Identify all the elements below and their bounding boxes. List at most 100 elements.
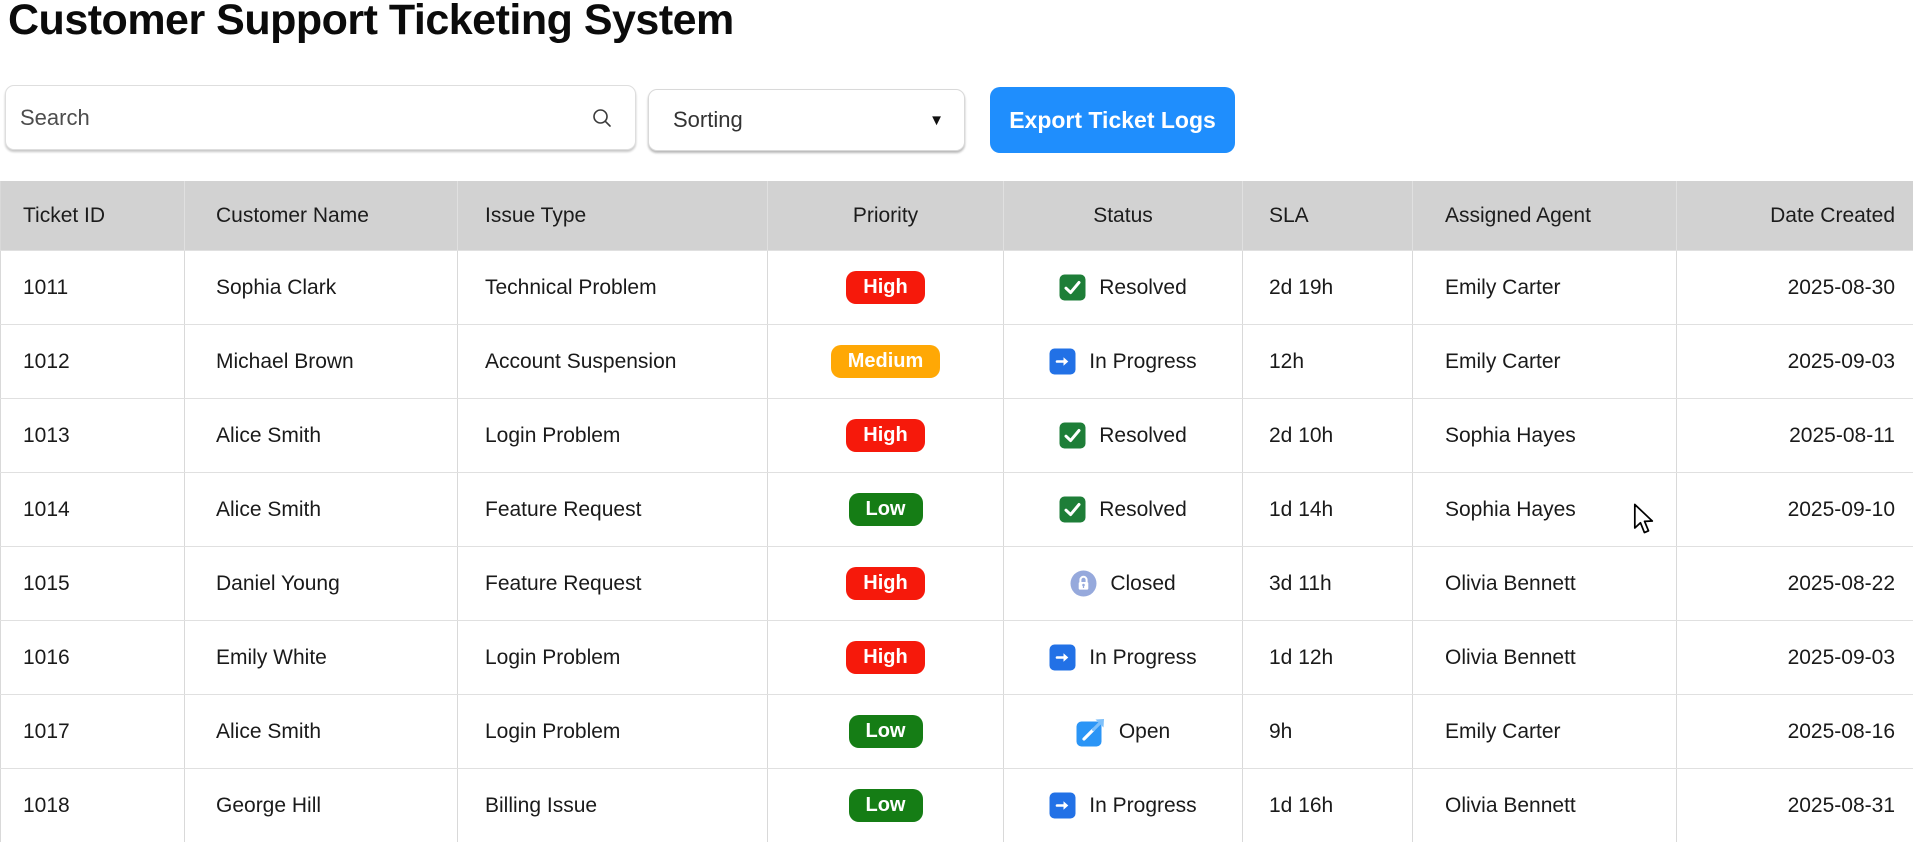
table-header-row: Ticket ID Customer Name Issue Type Priority…: [0, 181, 1913, 250]
status-badge: Resolved: [1059, 422, 1187, 449]
status-badge: In Progress: [1049, 348, 1197, 375]
priority-badge: High: [846, 271, 925, 304]
sla-cell: 2d 19h: [1243, 251, 1413, 324]
column-header-sla: SLA: [1243, 181, 1413, 250]
table-row: 1012 Michael Brown Account Suspension Mediu…: [0, 324, 1913, 398]
customer-cell: Daniel Young: [185, 547, 458, 620]
customer-cell: Sophia Clark: [185, 251, 458, 324]
status-badge: Resolved: [1059, 274, 1187, 301]
search-icon: [591, 107, 613, 129]
priority-cell: Low: [768, 695, 1004, 768]
sla-cell: 9h: [1243, 695, 1413, 768]
column-header-ticket-id: Ticket ID: [0, 181, 185, 250]
sorting-dropdown[interactable]: Sorting ▼: [648, 89, 965, 151]
status-cell: Closed: [1004, 547, 1243, 620]
export-ticket-logs-button[interactable]: Export Ticket Logs: [990, 87, 1235, 153]
lock-icon: [1070, 570, 1097, 597]
priority-badge: Low: [848, 715, 923, 748]
date-cell: 2025-08-11: [1789, 423, 1895, 447]
check-icon: [1059, 274, 1086, 301]
agent-cell: Sophia Hayes: [1413, 473, 1677, 546]
priority-cell: Medium: [768, 325, 1004, 398]
customer-cell: Alice Smith: [185, 399, 458, 472]
column-header-priority: Priority: [768, 181, 1004, 250]
id-cell: 1011: [0, 251, 185, 324]
table-row: 1011 Sophia Clark Technical Problem High Res…: [0, 250, 1913, 324]
status-label: In Progress: [1089, 645, 1197, 669]
column-header-customer-name: Customer Name: [185, 181, 458, 250]
issue-cell: Login Problem: [458, 621, 768, 694]
column-header-issue-type: Issue Type: [458, 181, 768, 250]
issue-cell: Login Problem: [458, 399, 768, 472]
status-label: Open: [1118, 719, 1171, 743]
mouse-cursor: [1633, 503, 1657, 540]
search-box: [5, 85, 636, 150]
table-row: 1015 Daniel Young Feature Request High Close…: [0, 546, 1913, 620]
priority-cell: Low: [768, 769, 1004, 842]
status-label: Resolved: [1099, 497, 1187, 521]
date-cell: 2025-08-31: [1787, 793, 1895, 817]
check-icon: [1059, 496, 1086, 523]
customer-cell: George Hill: [185, 769, 458, 842]
status-badge: In Progress: [1049, 644, 1197, 671]
table-row: 1016 Emily White Login Problem High In Progr…: [0, 620, 1913, 694]
table-row: 1013 Alice Smith Login Problem High Resolved…: [0, 398, 1913, 472]
sla-cell: 2d 10h: [1243, 399, 1413, 472]
table-row: 1017 Alice Smith Login Problem Low Open 9h Emi…: [0, 694, 1913, 768]
column-header-status: Status: [1004, 181, 1243, 250]
status-label: Resolved: [1099, 423, 1187, 447]
sla-cell: 3d 11h: [1243, 547, 1413, 620]
priority-cell: High: [768, 547, 1004, 620]
page-title: Customer Support Ticketing System: [8, 0, 734, 44]
agent-cell: Olivia Bennett: [1413, 547, 1677, 620]
issue-cell: Feature Request: [458, 473, 768, 546]
status-badge: Resolved: [1059, 496, 1187, 523]
priority-badge: High: [846, 419, 925, 452]
agent-cell: Emily Carter: [1413, 251, 1677, 324]
status-label: Closed: [1110, 571, 1176, 595]
status-cell: In Progress: [1004, 325, 1243, 398]
id-cell: 1013: [0, 399, 185, 472]
status-cell: Resolved: [1004, 251, 1243, 324]
status-label: Resolved: [1099, 275, 1187, 299]
tickets-table: Ticket ID Customer Name Issue Type Priority…: [0, 181, 1913, 842]
agent-cell: Emily Carter: [1413, 695, 1677, 768]
issue-cell: Account Suspension: [458, 325, 768, 398]
priority-badge: Medium: [830, 345, 941, 378]
search-input[interactable]: [6, 104, 591, 131]
issue-cell: Feature Request: [458, 547, 768, 620]
sla-cell: 1d 16h: [1243, 769, 1413, 842]
check-icon: [1059, 422, 1086, 449]
chevron-down-icon: ▼: [929, 111, 944, 129]
priority-badge: Low: [848, 493, 923, 526]
agent-cell: Olivia Bennett: [1413, 769, 1677, 842]
column-header-date-created: Date Created: [1770, 203, 1895, 227]
status-badge: Open: [1076, 717, 1170, 747]
priority-cell: High: [768, 399, 1004, 472]
priority-badge: High: [846, 641, 925, 674]
priority-badge: Low: [848, 789, 923, 822]
customer-cell: Emily White: [185, 621, 458, 694]
arrow-right-icon: [1049, 348, 1076, 375]
id-cell: 1017: [0, 695, 185, 768]
customer-cell: Michael Brown: [185, 325, 458, 398]
status-label: In Progress: [1089, 793, 1197, 817]
customer-cell: Alice Smith: [185, 695, 458, 768]
status-cell: In Progress: [1004, 621, 1243, 694]
priority-badge: High: [846, 567, 925, 600]
status-badge: In Progress: [1049, 792, 1197, 819]
column-header-assigned-agent: Assigned Agent: [1413, 181, 1677, 250]
id-cell: 1012: [0, 325, 185, 398]
date-cell: 2025-08-30: [1787, 275, 1895, 299]
agent-cell: Emily Carter: [1413, 325, 1677, 398]
status-cell: Resolved: [1004, 399, 1243, 472]
status-label: In Progress: [1089, 349, 1197, 373]
customer-cell: Alice Smith: [185, 473, 458, 546]
date-cell: 2025-08-16: [1787, 719, 1895, 743]
date-cell: 2025-09-10: [1787, 497, 1895, 521]
date-cell: 2025-09-03: [1787, 349, 1895, 373]
status-badge: Closed: [1070, 570, 1176, 597]
date-cell: 2025-09-03: [1787, 645, 1895, 669]
priority-cell: Low: [768, 473, 1004, 546]
